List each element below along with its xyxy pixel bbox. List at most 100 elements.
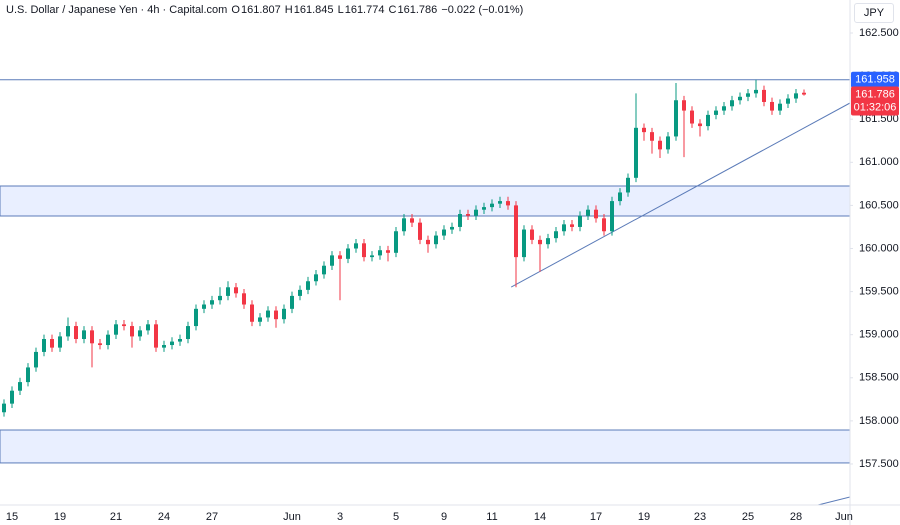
candle-body [130,326,134,337]
candle-body [90,330,94,344]
x-tick-label: 14 [534,511,546,523]
ohlc-value: 161.786 [397,4,438,16]
candle-body [378,250,382,256]
candle-body [162,345,166,348]
candle-body [410,218,414,223]
y-tick-label: 159.500 [859,285,899,297]
candle-body [362,243,366,258]
currency-button[interactable]: JPY [854,3,894,23]
candle-body [618,192,622,202]
candle-body [226,287,230,296]
candle-body [394,231,398,253]
candle-body [506,201,510,206]
candle-body [714,110,718,115]
candle-body [770,101,774,111]
candle-body [322,265,326,275]
candle-body [186,326,190,339]
candle-body [530,229,534,240]
candle-body [794,93,798,99]
legend-header: U.S. Dollar / Japanese Yen · 4h · Capita… [6,4,524,16]
x-tick-label: 25 [742,511,754,523]
candle-body [466,214,470,216]
y-tick-label: 161.000 [859,156,899,168]
y-tick-label: 160.500 [859,199,899,211]
candle-body [114,324,118,335]
price-tag-label: 161.786 [855,88,895,100]
candle-body [122,324,126,327]
candle-body [482,207,486,210]
candle-body [626,177,630,193]
candle-body [778,103,782,111]
candle-body [194,308,198,327]
candle-body [522,229,526,258]
candle-body [642,127,646,133]
candle-body [698,123,702,127]
x-tick-label: Jun [283,511,301,523]
candle-body [106,334,110,346]
candle-body [202,304,206,309]
candle-body [218,295,222,301]
candle-body [10,390,14,404]
candle-body [418,222,422,240]
candle-body [250,304,254,322]
x-tick-label: 28 [790,511,802,523]
candle-body [290,295,294,309]
candle-body [338,255,342,259]
plot-area [0,79,850,505]
x-tick-label: 3 [337,511,343,523]
candle-body [746,93,750,97]
candle-body [426,239,430,245]
candle-body [402,218,406,232]
x-tick-label: 17 [590,511,602,523]
trendline [510,102,850,288]
candle-body [706,114,710,127]
candle-body [154,324,158,348]
candle-body [666,136,670,150]
y-tick-label: 160.000 [859,242,899,254]
candle-body [650,132,654,141]
countdown: 01:32:06 [854,101,897,113]
change: −0.022 (−0.01%) [441,4,524,16]
candle-body [386,250,390,253]
candle-body [282,308,286,320]
candle-body [234,287,238,294]
candle-body [498,201,502,204]
trendline [817,496,850,505]
candle-body [354,243,358,249]
candle-body [674,100,678,137]
ohlc-value: 161.774 [344,4,385,16]
x-tick-label: 15 [6,511,18,523]
candle-body [634,127,638,178]
candle-body [802,92,806,95]
candle-body [442,229,446,236]
candle-body [274,310,278,320]
candle-body [298,289,302,296]
candle-body [138,330,142,337]
y-tick-label: 162.500 [859,27,899,39]
candle-body [34,351,38,368]
candle-body [586,209,590,216]
candle-body [690,110,694,124]
candle-body [738,96,742,101]
y-tick-label: 158.000 [859,415,899,427]
candle-body [210,300,214,305]
ohlc-label: H [284,4,293,16]
zone [0,429,850,464]
candle-body [786,98,790,104]
candle-body [474,209,478,216]
candle-body [98,343,102,346]
candle-body [682,100,686,111]
ohlc-value: 161.807 [240,4,281,16]
candle-body [450,226,454,230]
y-tick-label: 161.500 [859,113,899,125]
y-tick-label: 158.500 [859,372,899,384]
candle-body [266,310,270,318]
y-tick-label: 159.000 [859,329,899,341]
candle-body [242,293,246,305]
level-tag [851,71,899,88]
candle-body [546,238,550,245]
candle-body [610,201,614,232]
candle-body [562,224,566,232]
